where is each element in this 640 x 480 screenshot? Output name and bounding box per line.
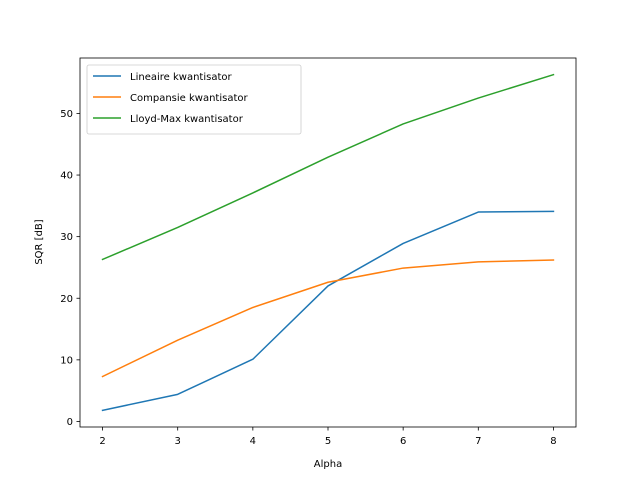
y-tick-label-40: 40 [60, 171, 73, 182]
x-tick-label-2: 2 [99, 436, 105, 447]
plot-area: 2 3 4 5 6 7 8 0 10 20 30 40 50 Lineaire kwantisator Co… [60, 57, 577, 447]
y-tick-label-20: 20 [60, 294, 73, 305]
series-line-0 [101, 210, 555, 412]
y-tick-label-30: 30 [60, 232, 73, 243]
axes-frame [79, 57, 577, 428]
x-tick-label-6: 6 [400, 436, 406, 447]
legend-box [86, 64, 302, 135]
legend-label-1: Compansie kwantisator [130, 93, 248, 104]
series-line-2 [101, 73, 555, 261]
y-tick-label-10: 10 [60, 355, 73, 366]
x-tick-label-4: 4 [250, 436, 256, 447]
x-tick-label-7: 7 [475, 436, 481, 447]
x-axis-label: Alpha [314, 459, 342, 470]
y-axis-label: SQR [dB] [34, 219, 45, 264]
legend-label-0: Lineaire kwantisator [130, 72, 232, 83]
series-line-1 [101, 259, 555, 378]
x-tick-label-3: 3 [175, 436, 181, 447]
y-tick-label-0: 0 [67, 417, 73, 428]
x-tick-label-5: 5 [325, 436, 331, 447]
legend-label-2: Lloyd-Max kwantisator [130, 114, 244, 125]
x-tick-label-8: 8 [550, 436, 556, 447]
y-tick-label-50: 50 [60, 109, 73, 120]
